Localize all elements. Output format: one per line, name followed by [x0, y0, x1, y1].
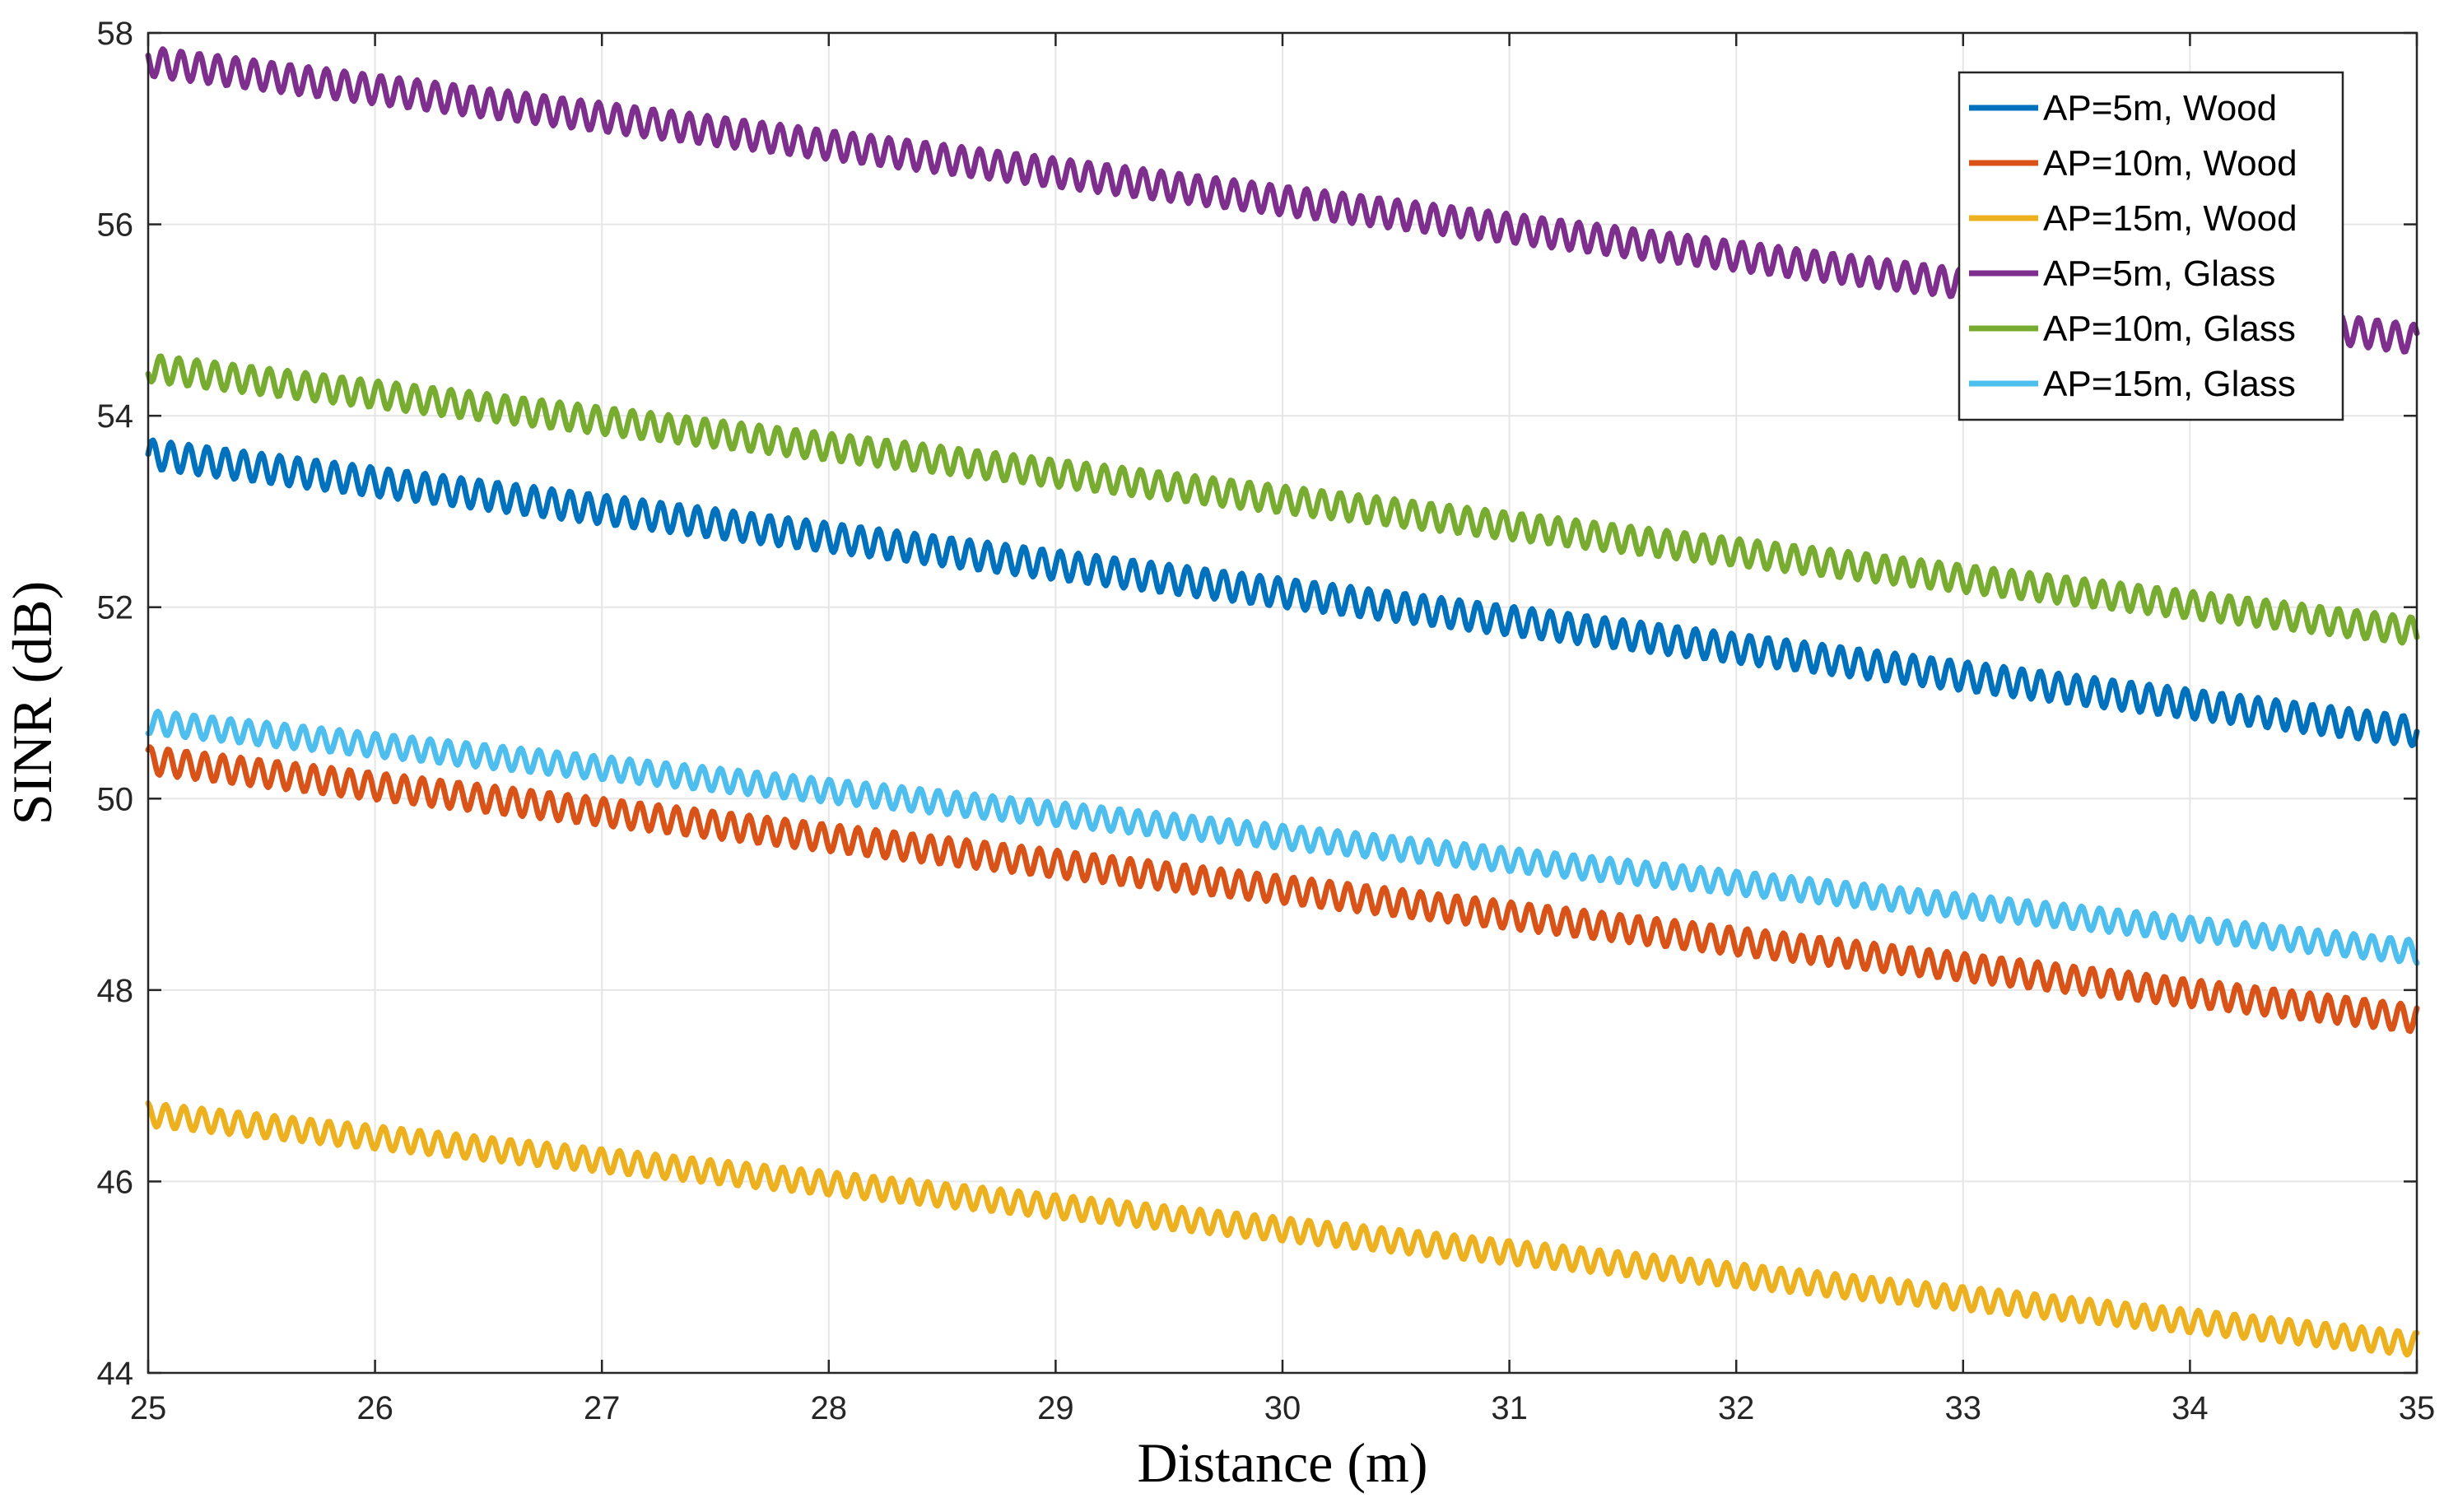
series-line — [145, 744, 2420, 1035]
x-tick-label: 28 — [811, 1390, 848, 1426]
legend-label: AP=10m, Wood — [2043, 143, 2297, 184]
series-layer — [145, 46, 2420, 1358]
y-tick-label: 44 — [97, 1356, 134, 1392]
x-tick-label: 26 — [356, 1390, 393, 1426]
x-tick-label: 27 — [584, 1390, 621, 1426]
y-tick-label: 54 — [97, 398, 134, 435]
x-tick-label: 35 — [2399, 1390, 2436, 1426]
x-tick-label: 25 — [130, 1390, 167, 1426]
series-line — [145, 353, 2420, 646]
x-tick-label: 30 — [1264, 1390, 1301, 1426]
x-tick-label: 33 — [1945, 1390, 1982, 1426]
x-tick-label: 29 — [1037, 1390, 1074, 1426]
y-tick-label: 52 — [97, 590, 134, 626]
x-axis-label: Distance (m) — [1137, 1431, 1427, 1494]
x-tick-label: 34 — [2172, 1390, 2209, 1426]
axis-ticks — [147, 31, 2418, 1375]
x-tick-label: 31 — [1491, 1390, 1528, 1426]
axis-tick-labels: 25 26 27 28 29 30 31 32 33 34 35 44 46 48 50 52 54 56 58 — [97, 16, 2436, 1426]
y-tick-label: 46 — [97, 1164, 134, 1200]
y-tick-label: 56 — [97, 207, 134, 244]
y-tick-label: 58 — [97, 16, 134, 52]
series-line — [145, 1100, 2420, 1358]
legend-label: AP=15m, Wood — [2043, 198, 2297, 239]
legend-label: AP=5m, Wood — [2043, 88, 2277, 128]
legend-label: AP=10m, Glass — [2043, 309, 2296, 349]
x-tick-label: 32 — [1718, 1390, 1755, 1426]
series-line — [145, 437, 2420, 748]
y-tick-label: 48 — [97, 973, 134, 1009]
y-axis-label: SINR (dB) — [1, 581, 63, 826]
legend-label: AP=5m, Glass — [2043, 254, 2275, 294]
legend-label: AP=15m, Glass — [2043, 364, 2296, 404]
legend-box — [1958, 71, 2344, 421]
series-line — [145, 709, 2420, 966]
legend: AP=5m, Wood AP=10m, Wood AP=15m, Wood AP=5m… — [1958, 71, 2344, 421]
y-tick-label: 50 — [97, 781, 134, 817]
